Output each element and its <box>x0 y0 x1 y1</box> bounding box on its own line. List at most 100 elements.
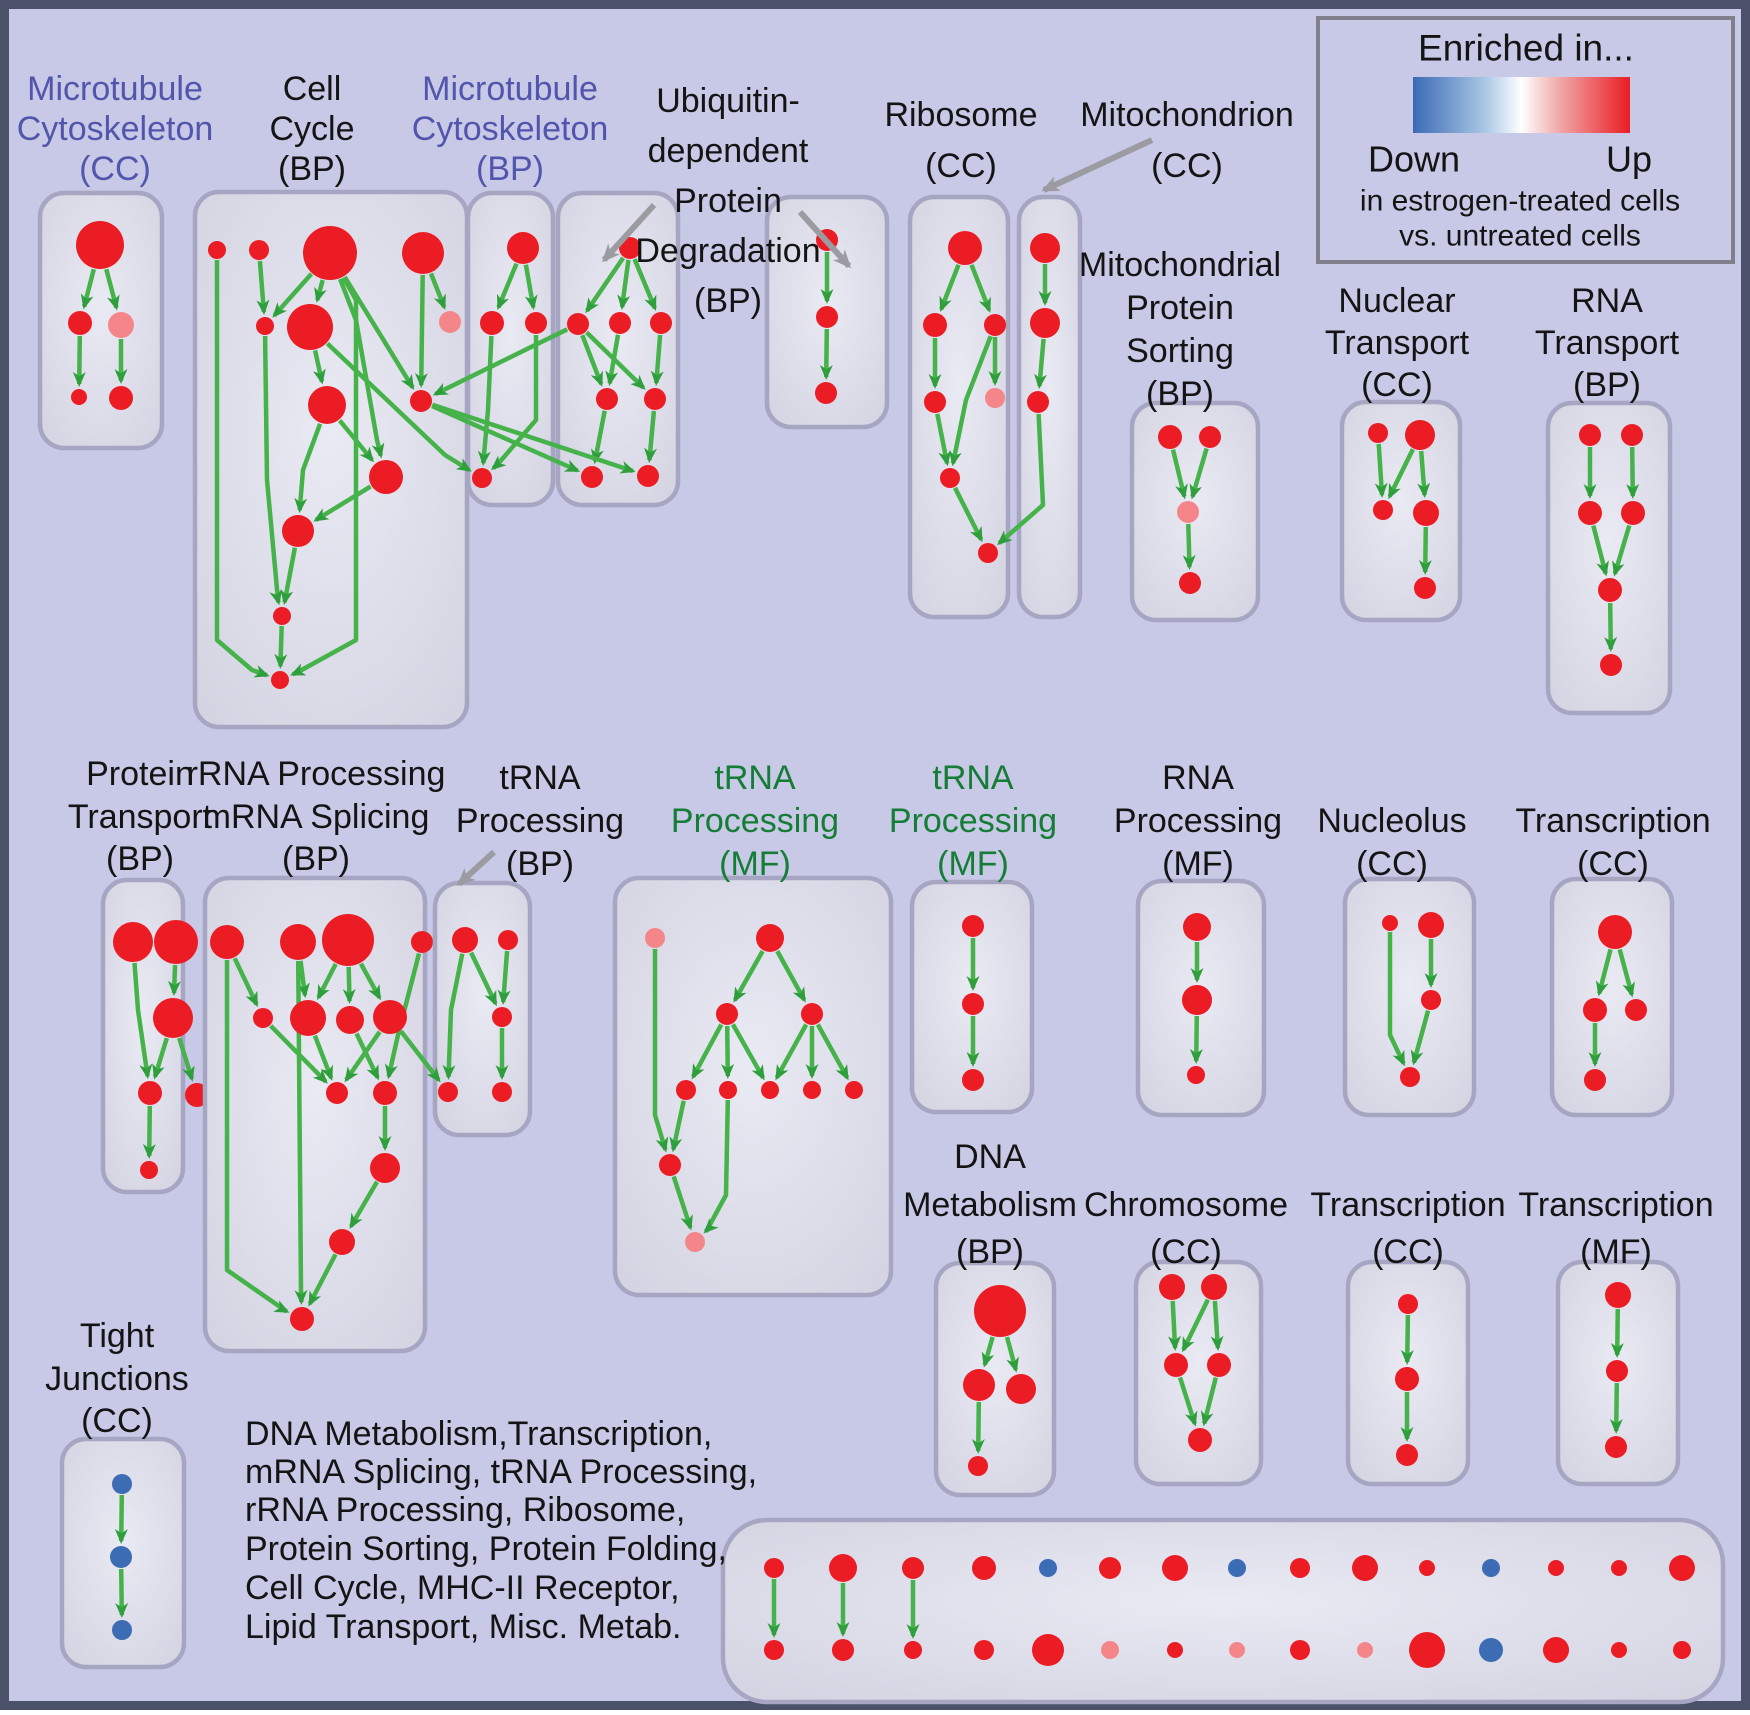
go-term-node-cc-F <box>287 304 333 350</box>
cluster-label-line: Microtubule <box>27 70 203 108</box>
edge-pt <box>132 962 153 1080</box>
cluster-ubi1 <box>555 190 681 508</box>
cluster-box-mtcc <box>37 190 165 451</box>
edge-rpm <box>1189 1015 1203 1064</box>
strip-node-top-6 <box>1099 1557 1121 1579</box>
cluster-box-nuct <box>1339 399 1463 623</box>
edge-tmf <box>691 1023 724 1080</box>
cross-edge <box>432 327 569 397</box>
go-term-node-nuct-tl <box>1368 423 1388 443</box>
edge-ubi1 <box>585 256 626 314</box>
go-term-node-mtbp-top <box>507 232 539 264</box>
strip-node-top-11 <box>1419 1560 1435 1576</box>
cluster-label-line: Protein <box>674 182 782 220</box>
cluster-box-tc1 <box>1549 876 1675 1118</box>
go-term-node-cc-B <box>249 240 269 260</box>
cluster-label-nuct: Nuclear Transport (CC) <box>1325 282 1470 404</box>
go-term-node-tmf-s2 <box>719 1081 737 1099</box>
cluster-label-line: (BP) <box>956 1233 1024 1271</box>
cluster-label-line: (CC) <box>81 1402 153 1440</box>
strip-box <box>720 1517 1726 1705</box>
go-term-node-rrna-sm <box>253 1008 273 1028</box>
strip-node-bottom-6 <box>1101 1641 1119 1659</box>
edge-cc <box>342 275 415 390</box>
go-term-node-rrna-lm <box>370 1153 400 1183</box>
strip-node-top-12 <box>1482 1559 1500 1577</box>
go-term-node-ribo-ll <box>924 391 946 413</box>
go-term-node-cc-J <box>369 460 403 494</box>
edge-ubi1 <box>632 258 657 311</box>
cluster-nuct <box>1339 399 1463 623</box>
cluster-label-line: Processing <box>456 802 624 840</box>
go-term-node-nucl-tl <box>1382 915 1398 931</box>
go-term-node-mtbp-b <box>472 468 492 488</box>
edge-mtbp <box>477 335 494 467</box>
go-term-node-ubi1-mr <box>650 312 672 334</box>
ubi-right-pointer-arrow-icon <box>797 209 852 269</box>
edge-pt <box>142 1105 156 1159</box>
edge-cc <box>337 419 375 463</box>
legend-subtitle-line2: vs. untreated cells <box>1399 220 1641 253</box>
go-term-node-tmf-s5 <box>845 1081 863 1099</box>
edge-tmf <box>703 1099 731 1234</box>
go-term-node-tmfs-t <box>962 915 984 937</box>
go-term-node-pt-a <box>113 922 153 962</box>
strip-node-bottom-4 <box>974 1640 994 1660</box>
cluster-label-line: Protein <box>1126 289 1234 327</box>
cluster-rnat <box>1545 400 1673 716</box>
edge-cc <box>280 547 298 606</box>
go-term-node-rrna-t1 <box>210 925 244 959</box>
strip-node-bottom-3 <box>904 1641 922 1659</box>
go-term-node-tmf-bp <box>685 1232 705 1252</box>
cluster-label-line: (BP) <box>506 845 574 883</box>
edge-chrom <box>1181 1298 1210 1353</box>
cluster-label-line: Protein <box>86 755 194 793</box>
strip-node-bottom-7 <box>1167 1642 1183 1658</box>
cluster-label-line: Processing <box>889 802 1057 840</box>
cluster-label-line: Transcription <box>1518 1186 1713 1224</box>
go-term-node-ribo-mid <box>940 468 960 488</box>
go-term-node-ubi1-top <box>619 237 641 259</box>
edge-rrna <box>358 962 382 1001</box>
edge-rnat <box>1612 524 1632 577</box>
tbp-pointer-arrow-icon <box>456 849 497 887</box>
go-term-node-tc2-m <box>1395 1367 1419 1391</box>
go-term-node-ribo-b <box>978 543 998 563</box>
cluster-label-line: (CC) <box>925 147 997 185</box>
go-term-node-chrom-tl <box>1159 1274 1185 1300</box>
go-term-node-rpm-t <box>1183 913 1211 941</box>
go-term-node-tmf-mr <box>801 1003 823 1025</box>
go-term-node-chrom-tr <box>1201 1274 1227 1300</box>
edge-mtcc <box>104 268 120 311</box>
cluster-box-rnat <box>1545 400 1673 716</box>
cluster-label-line: Degradation <box>635 232 820 270</box>
cluster-mtcc <box>37 190 165 451</box>
edge-ubi1 <box>580 334 604 387</box>
go-term-node-nucl-b <box>1400 1067 1420 1087</box>
go-term-node-mito-lo <box>1027 391 1049 413</box>
go-term-node-rrna-mb <box>290 1000 326 1036</box>
cluster-label-line: (BP) <box>1146 375 1214 413</box>
go-term-node-mtbp-mr <box>525 312 547 334</box>
go-term-node-tbp-bl <box>438 1082 458 1102</box>
edge-ribo <box>969 263 992 313</box>
edge-cc <box>313 484 372 522</box>
go-term-node-tc1-b <box>1584 1069 1606 1091</box>
go-term-node-tj-m <box>110 1546 132 1568</box>
cluster-label-dna: DNA Metabolism (BP) <box>903 1138 1077 1271</box>
edge-cc <box>274 625 288 669</box>
go-term-node-ubi1-br <box>637 465 659 487</box>
cluster-label-line: (BP) <box>694 282 762 320</box>
strip-node-bottom-14 <box>1611 1642 1627 1658</box>
cluster-label-tc1: Transcription (CC) <box>1515 802 1710 883</box>
edge-dna <box>1004 1336 1019 1373</box>
go-term-node-rrna-bo <box>329 1229 355 1255</box>
go-term-node-tmf-pk <box>645 928 665 948</box>
go-term-node-mito-m <box>1030 308 1060 338</box>
cluster-label-line: Transport <box>68 798 213 836</box>
cluster-dna <box>933 1260 1057 1498</box>
go-term-node-nuct-b <box>1414 577 1436 599</box>
edge-mito <box>1033 338 1047 390</box>
cross-edge <box>325 341 472 473</box>
strip-node-bottom-5 <box>1032 1634 1064 1666</box>
